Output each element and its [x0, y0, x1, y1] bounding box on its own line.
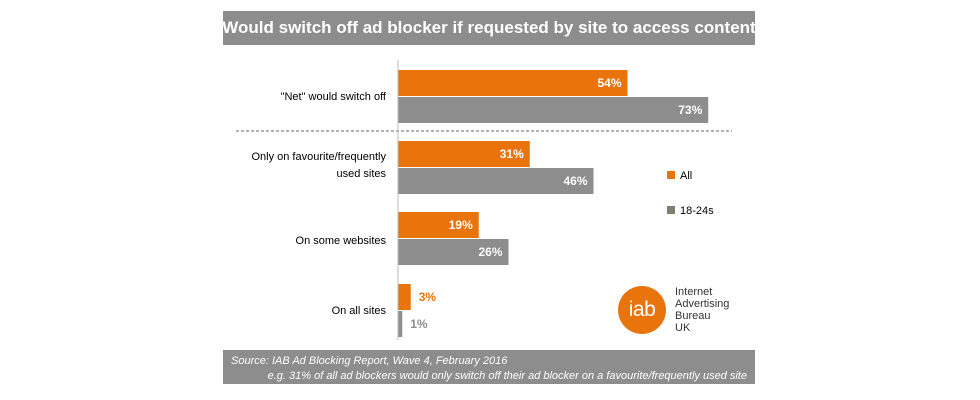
data-label: 1%: [410, 317, 428, 331]
data-label: 46%: [563, 174, 587, 188]
bar-all: [398, 141, 530, 167]
data-label: 73%: [678, 103, 702, 117]
legend-swatch: [667, 206, 675, 214]
legend-swatch: [667, 171, 675, 179]
bar-all: [398, 212, 479, 238]
category-label: Only on favourite/frequently used sites: [251, 151, 386, 180]
iab-logo-line: UK: [675, 322, 691, 334]
bar-all: [398, 284, 411, 310]
data-label: 31%: [500, 147, 524, 161]
bar-18-24s: [398, 97, 709, 123]
data-label: 19%: [449, 218, 473, 232]
iab-logo-line: Bureau: [675, 310, 711, 322]
category-label: On all sites: [332, 305, 387, 317]
category-label: "Net" would switch off: [281, 91, 387, 103]
iab-logo-mark: iab: [618, 286, 666, 334]
iab-logo: iab Internet Advertising Bureau UK: [618, 285, 748, 345]
iab-logo-line: Advertising: [675, 298, 730, 310]
bar-18-24s: [398, 168, 594, 194]
footer: Source: IAB Ad Blocking Report, Wave 4, …: [223, 350, 755, 384]
legend-label: 18-24s: [680, 205, 714, 217]
example-note: e.g. 31% of all ad blockers would only s…: [267, 370, 747, 382]
iab-logo-text: Internet Advertising Bureau UK: [675, 286, 729, 334]
source-note: Source: IAB Ad Blocking Report, Wave 4, …: [231, 355, 508, 367]
legend-label: All: [680, 170, 692, 182]
data-label: 54%: [597, 76, 621, 90]
data-label: 3%: [419, 290, 437, 304]
bar-all: [398, 70, 628, 96]
category-label: On some websites: [296, 235, 387, 247]
bar-18-24s: [398, 311, 403, 337]
iab-logo-line: Internet: [675, 286, 713, 298]
chart-title: Would switch off ad blocker if requested…: [222, 11, 756, 45]
data-label: 26%: [478, 245, 502, 259]
bar-18-24s: [398, 239, 509, 265]
